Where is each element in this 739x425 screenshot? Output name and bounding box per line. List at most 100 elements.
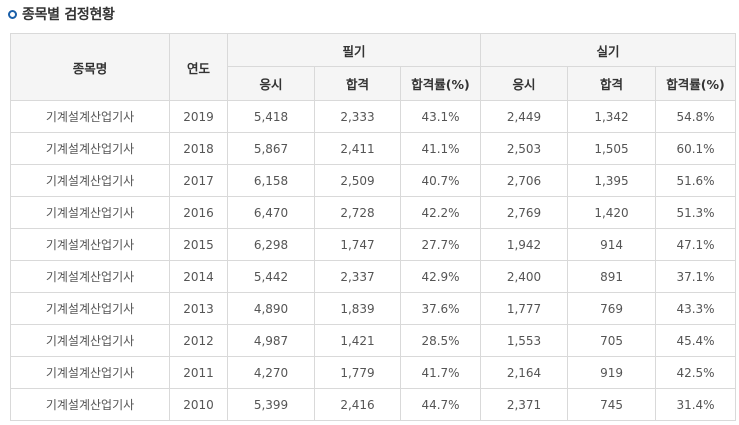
cell-written-applicants: 4,890: [227, 292, 315, 325]
cell-year: 2019: [169, 100, 228, 133]
cell-written-applicants: 5,418: [227, 100, 315, 133]
cell-practical-rate: 47.1%: [655, 228, 737, 261]
table-row: 기계설계산업기사 2011 4,270 1,779 41.7% 2,164 919 42.5%: [10, 356, 737, 389]
cell-practical-passed: 891: [567, 260, 657, 293]
header-practical: 실기: [480, 33, 737, 67]
cell-practical-passed: 745: [567, 388, 657, 421]
cell-written-rate: 28.5%: [399, 324, 482, 357]
cell-name: 기계설계산업기사: [10, 388, 170, 421]
cell-practical-applicants: 1,942: [480, 228, 569, 261]
cell-written-rate: 37.6%: [399, 292, 482, 325]
header-written-rate: 합격률(%): [399, 66, 482, 101]
section-header: 종목별 검정현황: [8, 4, 115, 24]
cell-written-passed: 1,747: [314, 228, 401, 261]
cell-practical-applicants: 2,706: [480, 164, 569, 197]
cell-practical-applicants: 1,553: [480, 324, 569, 357]
cell-written-rate: 42.9%: [399, 260, 482, 293]
cell-written-applicants: 6,470: [227, 196, 315, 229]
cell-name: 기계설계산업기사: [10, 164, 170, 197]
cell-written-applicants: 4,270: [227, 356, 315, 389]
section-title: 종목별 검정현황: [22, 7, 115, 23]
cell-practical-rate: 43.3%: [655, 292, 737, 325]
cell-written-rate: 41.7%: [399, 356, 482, 389]
cell-written-applicants: 4,987: [227, 324, 315, 357]
cell-written-applicants: 6,158: [227, 164, 315, 197]
cell-written-applicants: 5,867: [227, 132, 315, 165]
cell-practical-rate: 51.3%: [655, 196, 737, 229]
cell-written-passed: 2,337: [314, 260, 401, 293]
cell-name: 기계설계산업기사: [10, 324, 170, 357]
header-name: 종목명: [10, 33, 170, 101]
cell-practical-passed: 769: [567, 292, 657, 325]
cell-practical-applicants: 2,449: [480, 100, 569, 133]
cell-name: 기계설계산업기사: [10, 292, 170, 325]
cell-year: 2013: [169, 292, 228, 325]
cell-written-passed: 2,333: [314, 100, 401, 133]
circle-bullet-icon: [8, 9, 17, 19]
cell-year: 2014: [169, 260, 228, 293]
cell-name: 기계설계산업기사: [10, 132, 170, 165]
cell-written-passed: 1,421: [314, 324, 401, 357]
cell-practical-applicants: 2,164: [480, 356, 569, 389]
cell-written-rate: 27.7%: [399, 228, 482, 261]
cell-written-applicants: 5,399: [227, 388, 315, 421]
table-body: 기계설계산업기사 2019 5,418 2,333 43.1% 2,449 1,342 54.…: [10, 100, 737, 421]
cell-name: 기계설계산업기사: [10, 196, 170, 229]
exam-stats-table: 종목명 연도 필기 실기 응시 합격 합격률(%) 응시 합격 합격률(%) 기…: [10, 33, 737, 421]
cell-year: 2010: [169, 388, 228, 421]
cell-year: 2017: [169, 164, 228, 197]
table-row: 기계설계산업기사 2012 4,987 1,421 28.5% 1,553 705 45.4%: [10, 324, 737, 357]
table-row: 기계설계산업기사 2013 4,890 1,839 37.6% 1,777 769 43.3%: [10, 292, 737, 325]
cell-written-applicants: 6,298: [227, 228, 315, 261]
cell-practical-rate: 60.1%: [655, 132, 737, 165]
cell-year: 2018: [169, 132, 228, 165]
cell-year: 2011: [169, 356, 228, 389]
cell-name: 기계설계산업기사: [10, 228, 170, 261]
table-row: 기계설계산업기사 2010 5,399 2,416 44.7% 2,371 745 31.4%: [10, 388, 737, 421]
cell-written-rate: 41.1%: [399, 132, 482, 165]
cell-written-applicants: 5,442: [227, 260, 315, 293]
cell-practical-passed: 1,420: [567, 196, 657, 229]
cell-practical-applicants: 2,503: [480, 132, 569, 165]
header-practical-applicants: 응시: [480, 66, 569, 101]
cell-written-passed: 1,779: [314, 356, 401, 389]
cell-practical-applicants: 2,400: [480, 260, 569, 293]
cell-practical-passed: 914: [567, 228, 657, 261]
cell-written-passed: 2,509: [314, 164, 401, 197]
cell-practical-rate: 54.8%: [655, 100, 737, 133]
cell-practical-applicants: 2,371: [480, 388, 569, 421]
cell-practical-rate: 45.4%: [655, 324, 737, 357]
table-row: 기계설계산업기사 2015 6,298 1,747 27.7% 1,942 914 47.1%: [10, 228, 737, 261]
cell-name: 기계설계산업기사: [10, 356, 170, 389]
cell-year: 2012: [169, 324, 228, 357]
cell-practical-passed: 919: [567, 356, 657, 389]
cell-year: 2016: [169, 196, 228, 229]
cell-practical-passed: 1,505: [567, 132, 657, 165]
cell-written-passed: 2,728: [314, 196, 401, 229]
table-row: 기계설계산업기사 2019 5,418 2,333 43.1% 2,449 1,342 54.…: [10, 100, 737, 133]
cell-practical-rate: 31.4%: [655, 388, 737, 421]
cell-written-passed: 2,416: [314, 388, 401, 421]
table-row: 기계설계산업기사 2018 5,867 2,411 41.1% 2,503 1,505 60.…: [10, 132, 737, 165]
cell-name: 기계설계산업기사: [10, 100, 170, 133]
cell-practical-applicants: 2,769: [480, 196, 569, 229]
cell-practical-rate: 37.1%: [655, 260, 737, 293]
header-practical-rate: 합격률(%): [655, 66, 737, 101]
header-written-applicants: 응시: [227, 66, 315, 101]
cell-practical-applicants: 1,777: [480, 292, 569, 325]
cell-practical-passed: 1,395: [567, 164, 657, 197]
table-row: 기계설계산업기사 2016 6,470 2,728 42.2% 2,769 1,420 51.…: [10, 196, 737, 229]
cell-year: 2015: [169, 228, 228, 261]
header-written-passed: 합격: [314, 66, 401, 101]
cell-written-passed: 2,411: [314, 132, 401, 165]
cell-written-passed: 1,839: [314, 292, 401, 325]
cell-written-rate: 42.2%: [399, 196, 482, 229]
cell-practical-rate: 42.5%: [655, 356, 737, 389]
cell-written-rate: 44.7%: [399, 388, 482, 421]
table-row: 기계설계산업기사 2017 6,158 2,509 40.7% 2,706 1,395 51.…: [10, 164, 737, 197]
cell-written-rate: 43.1%: [399, 100, 482, 133]
header-year: 연도: [169, 33, 228, 101]
table-row: 기계설계산업기사 2014 5,442 2,337 42.9% 2,400 891 37.1%: [10, 260, 737, 293]
cell-practical-rate: 51.6%: [655, 164, 737, 197]
cell-written-rate: 40.7%: [399, 164, 482, 197]
